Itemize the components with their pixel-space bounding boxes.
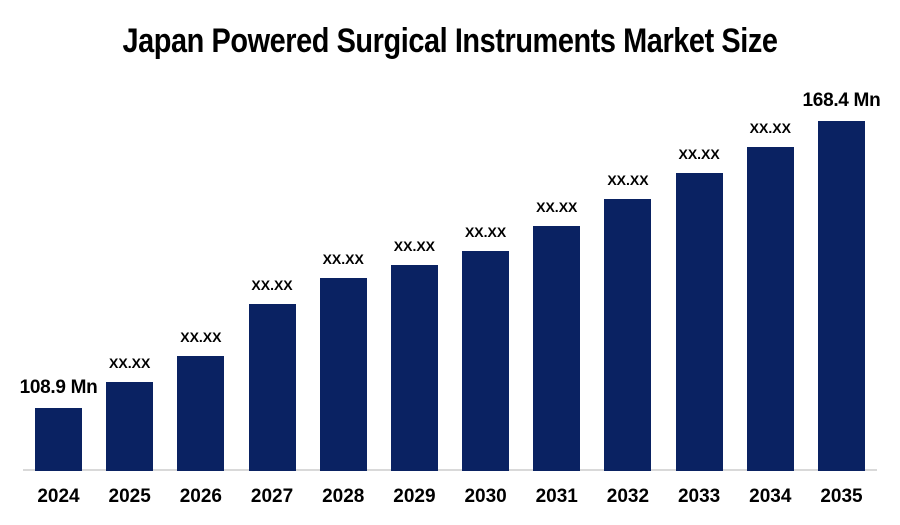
bar-2024	[35, 408, 82, 471]
bar-value-label-2033: XX.XX	[678, 146, 720, 162]
bar-value-label-2032: XX.XX	[607, 172, 649, 188]
bar-2026	[177, 356, 225, 471]
bar-2029	[390, 265, 438, 471]
bar-value-label-2026: XX.XX	[180, 329, 222, 345]
bar-value-label-2027: XX.XX	[251, 277, 293, 293]
x-axis-tick-label-2024: 2024	[37, 486, 80, 507]
bar-value-label-2029: XX.XX	[393, 238, 436, 254]
x-axis-tick-label-2031: 2031	[535, 486, 578, 507]
x-axis-tick-label-2028: 2028	[322, 486, 365, 507]
bar-value-label-2028: XX.XX	[322, 251, 364, 267]
x-axis-tick-label-2025: 2025	[108, 486, 151, 507]
bar-2031	[533, 226, 581, 471]
bar-2033	[675, 173, 723, 471]
x-axis-tick-label-2035: 2035	[820, 486, 863, 507]
x-axis-tick-label-2029: 2029	[393, 486, 436, 507]
x-axis-tick-label-2026: 2026	[179, 486, 222, 507]
x-axis-tick-label-2032: 2032	[606, 486, 650, 507]
bar-value-label-2031: XX.XX	[536, 199, 578, 215]
x-axis-line	[23, 469, 877, 471]
bar-2034	[746, 147, 794, 471]
bar-value-label-2035: 168.4 Mn	[802, 90, 881, 111]
x-axis-tick-label-2033: 2033	[677, 486, 721, 507]
bar-2027	[248, 304, 296, 471]
x-axis-tick-label-2027: 2027	[250, 486, 294, 507]
bar-value-label-2030: XX.XX	[464, 224, 507, 240]
x-axis-tick-label-2034: 2034	[749, 486, 792, 507]
x-axis-tick-label-2030: 2030	[464, 486, 507, 507]
bar-2035	[817, 121, 865, 471]
bar-2032	[604, 199, 652, 471]
bar-value-label-2034: XX.XX	[749, 120, 791, 136]
bar-2030	[462, 251, 510, 471]
bar-2028	[319, 278, 367, 471]
bar-2025	[106, 382, 154, 471]
bar-value-label-2024: 108.9 Mn	[19, 377, 98, 398]
bar-value-label-2025: XX.XX	[109, 355, 151, 371]
chart-title: Japan Powered Surgical Instruments Marke…	[122, 22, 778, 60]
